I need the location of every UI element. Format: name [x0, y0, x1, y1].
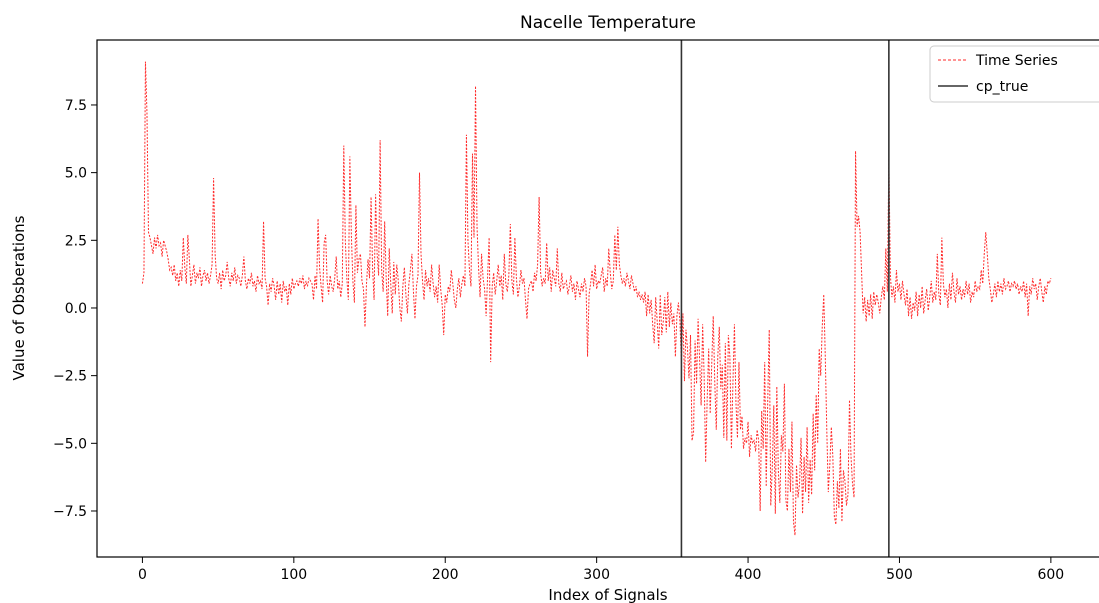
x-axis: 0 100 200 300 400 500 600	[138, 557, 1064, 583]
y-tick-label: 5.0	[65, 166, 87, 182]
y-tick-label: −7.5	[53, 504, 87, 520]
x-tick-label: 600	[1037, 567, 1064, 583]
y-tick-label: 0.0	[65, 301, 87, 317]
legend-cp-true-label: cp_true	[976, 79, 1028, 95]
x-tick-label: 400	[735, 567, 762, 583]
x-tick-label: 200	[432, 567, 459, 583]
plot-frame	[96, 39, 1099, 558]
x-tick-label: 100	[280, 567, 307, 583]
legend-time-series-label: Time Series	[975, 53, 1058, 69]
legend-box	[929, 45, 1099, 103]
y-tick-label: 2.5	[65, 233, 87, 249]
y-axis: −7.5 −5.0 −2.5 0.0 2.5 5.0 7.5	[53, 98, 97, 520]
y-tick-label: −2.5	[53, 369, 87, 385]
chart-title: Nacelle Temperature	[520, 13, 696, 33]
x-tick-label: 300	[583, 567, 610, 583]
x-axis-label: Index of Signals	[548, 586, 667, 603]
x-tick-label: 0	[138, 567, 147, 583]
plot-area	[141, 40, 1052, 557]
y-tick-label: −5.0	[53, 436, 87, 452]
y-tick-label: 7.5	[65, 98, 87, 114]
legend: Time Series cp_true	[929, 45, 1099, 103]
y-axis-label: Value of Obsberations	[10, 215, 28, 380]
x-tick-label: 500	[886, 567, 913, 583]
series-line-0	[141, 61, 1052, 536]
